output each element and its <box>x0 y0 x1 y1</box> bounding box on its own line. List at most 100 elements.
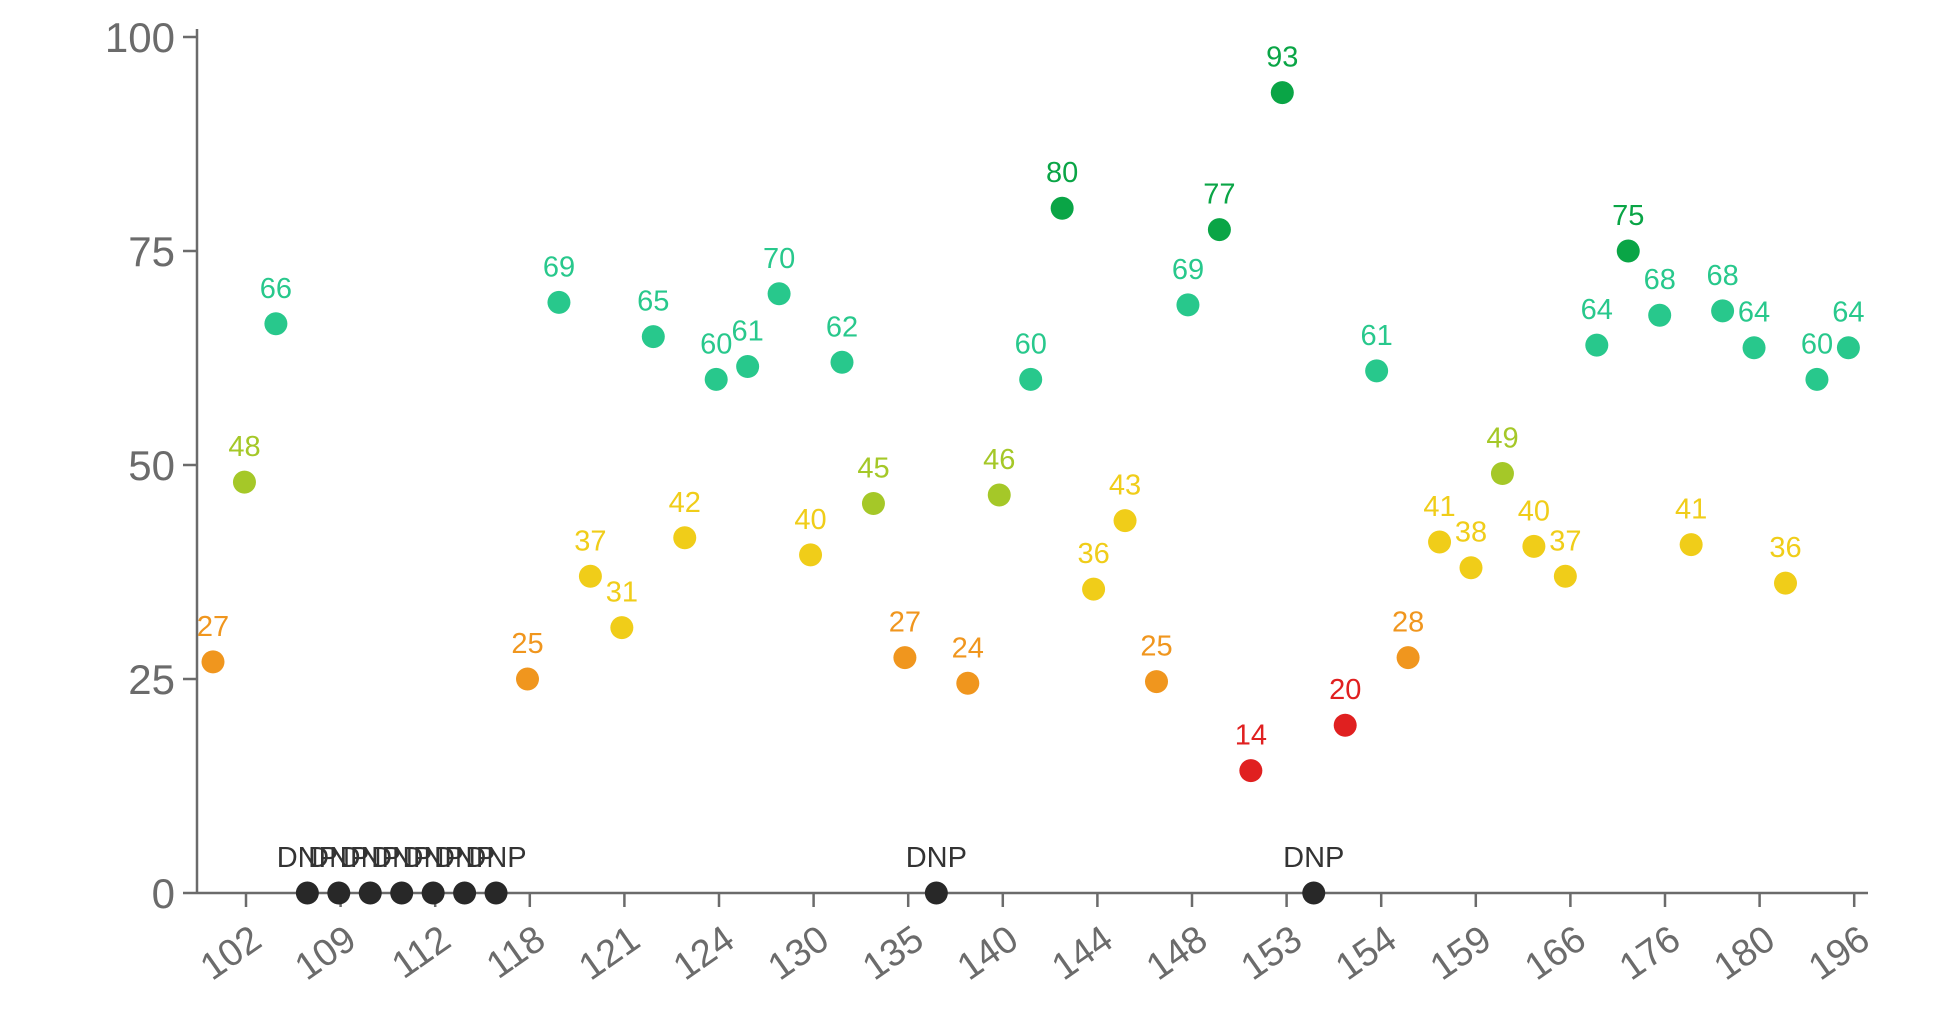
data-label: 49 <box>1486 423 1518 455</box>
x-tick-label: 154 <box>1328 918 1404 989</box>
data-point <box>1270 81 1294 105</box>
dnp-label: DNP <box>371 842 432 874</box>
dnp-label: DNP <box>906 842 967 874</box>
dnp-point <box>453 881 477 905</box>
data-point <box>1836 336 1860 360</box>
data-label: 66 <box>260 273 292 305</box>
data-label: 48 <box>228 431 260 463</box>
data-point <box>673 526 697 550</box>
data-label: 40 <box>1518 495 1550 527</box>
x-tick-label: 180 <box>1707 918 1783 989</box>
x-tick-label: 153 <box>1234 918 1310 989</box>
data-point <box>736 355 760 379</box>
dnp-point <box>924 881 948 905</box>
data-point <box>1207 218 1231 242</box>
x-tick-label: 148 <box>1139 918 1215 989</box>
data-point <box>1239 759 1263 783</box>
data-point <box>987 483 1011 507</box>
data-label: 28 <box>1392 607 1424 639</box>
data-label: 65 <box>637 286 669 318</box>
data-label: 14 <box>1235 720 1267 752</box>
data-label: 80 <box>1046 157 1078 189</box>
data-point <box>1711 299 1735 323</box>
data-point <box>201 650 225 674</box>
dnp-point <box>358 881 382 905</box>
x-tick-label: 166 <box>1518 918 1594 989</box>
data-point <box>1365 359 1389 383</box>
data-point <box>1459 556 1483 580</box>
data-label: 42 <box>669 487 701 519</box>
data-point <box>893 646 917 670</box>
data-point <box>830 350 854 374</box>
data-point <box>1553 564 1577 588</box>
data-point <box>578 564 602 588</box>
x-tick-label: 124 <box>666 918 742 989</box>
data-label: 36 <box>1769 532 1801 564</box>
x-tick-label: 102 <box>193 918 269 989</box>
dnp-label: DNP <box>465 842 526 874</box>
data-label: 61 <box>1361 320 1393 352</box>
data-label: 62 <box>826 311 858 343</box>
y-tick-label: 0 <box>152 870 175 917</box>
dnp-point <box>484 881 508 905</box>
data-label: 69 <box>1172 254 1204 286</box>
data-label: 37 <box>574 525 606 557</box>
x-tick-label: 176 <box>1612 918 1688 989</box>
data-point <box>232 470 256 494</box>
data-point <box>264 312 288 336</box>
data-label: 20 <box>1329 674 1361 706</box>
data-point <box>1616 239 1640 263</box>
x-tick-label: 118 <box>479 918 553 987</box>
data-label: 68 <box>1644 264 1676 296</box>
data-point <box>1145 670 1168 694</box>
dnp-point <box>1302 881 1326 905</box>
data-label: 45 <box>857 453 889 485</box>
data-label: 27 <box>889 607 921 639</box>
data-point <box>1805 367 1829 391</box>
data-point <box>1082 577 1106 601</box>
data-point <box>516 667 539 691</box>
dnp-label: DNP <box>403 842 464 874</box>
data-label: 36 <box>1077 538 1109 570</box>
data-point <box>704 367 728 391</box>
x-tick-label: 140 <box>950 918 1026 989</box>
dnp-label: DNP <box>1283 842 1344 874</box>
data-label: 64 <box>1832 297 1864 329</box>
data-point <box>1019 367 1043 391</box>
data-point <box>1396 646 1420 670</box>
data-label: 77 <box>1203 179 1235 211</box>
x-tick-label: 130 <box>761 918 837 989</box>
data-label: 60 <box>1015 328 1047 360</box>
data-label: 68 <box>1706 260 1738 292</box>
data-point <box>1522 534 1546 558</box>
data-point <box>861 492 885 516</box>
data-point <box>610 616 634 640</box>
dnp-label: DNP <box>277 842 338 874</box>
data-labels: 274866DNPDNPDNPDNPDNPDNPDNP2569373165426… <box>197 42 1865 874</box>
data-label: 31 <box>606 577 638 609</box>
data-point <box>799 543 823 567</box>
y-tick-label: 100 <box>105 14 175 61</box>
dnp-point <box>295 881 319 905</box>
y-tick-label: 25 <box>128 656 175 703</box>
dnp-point <box>390 881 414 905</box>
dnp-label: DNP <box>308 842 369 874</box>
data-label: 25 <box>511 628 543 660</box>
data-label: 24 <box>952 632 984 664</box>
data-label: 37 <box>1549 525 1581 557</box>
data-label: 60 <box>700 328 732 360</box>
y-tick-label: 50 <box>128 442 175 489</box>
dnp-point <box>421 881 445 905</box>
data-point <box>956 671 980 695</box>
data-point <box>767 282 791 306</box>
data-point <box>1050 196 1074 220</box>
data-point <box>1490 462 1514 486</box>
axes <box>195 29 1868 895</box>
data-point <box>1333 713 1357 737</box>
data-label: 43 <box>1109 470 1141 502</box>
data-label: 60 <box>1801 328 1833 360</box>
data-point <box>641 325 665 349</box>
data-point <box>1679 533 1703 557</box>
data-point <box>1176 293 1200 317</box>
